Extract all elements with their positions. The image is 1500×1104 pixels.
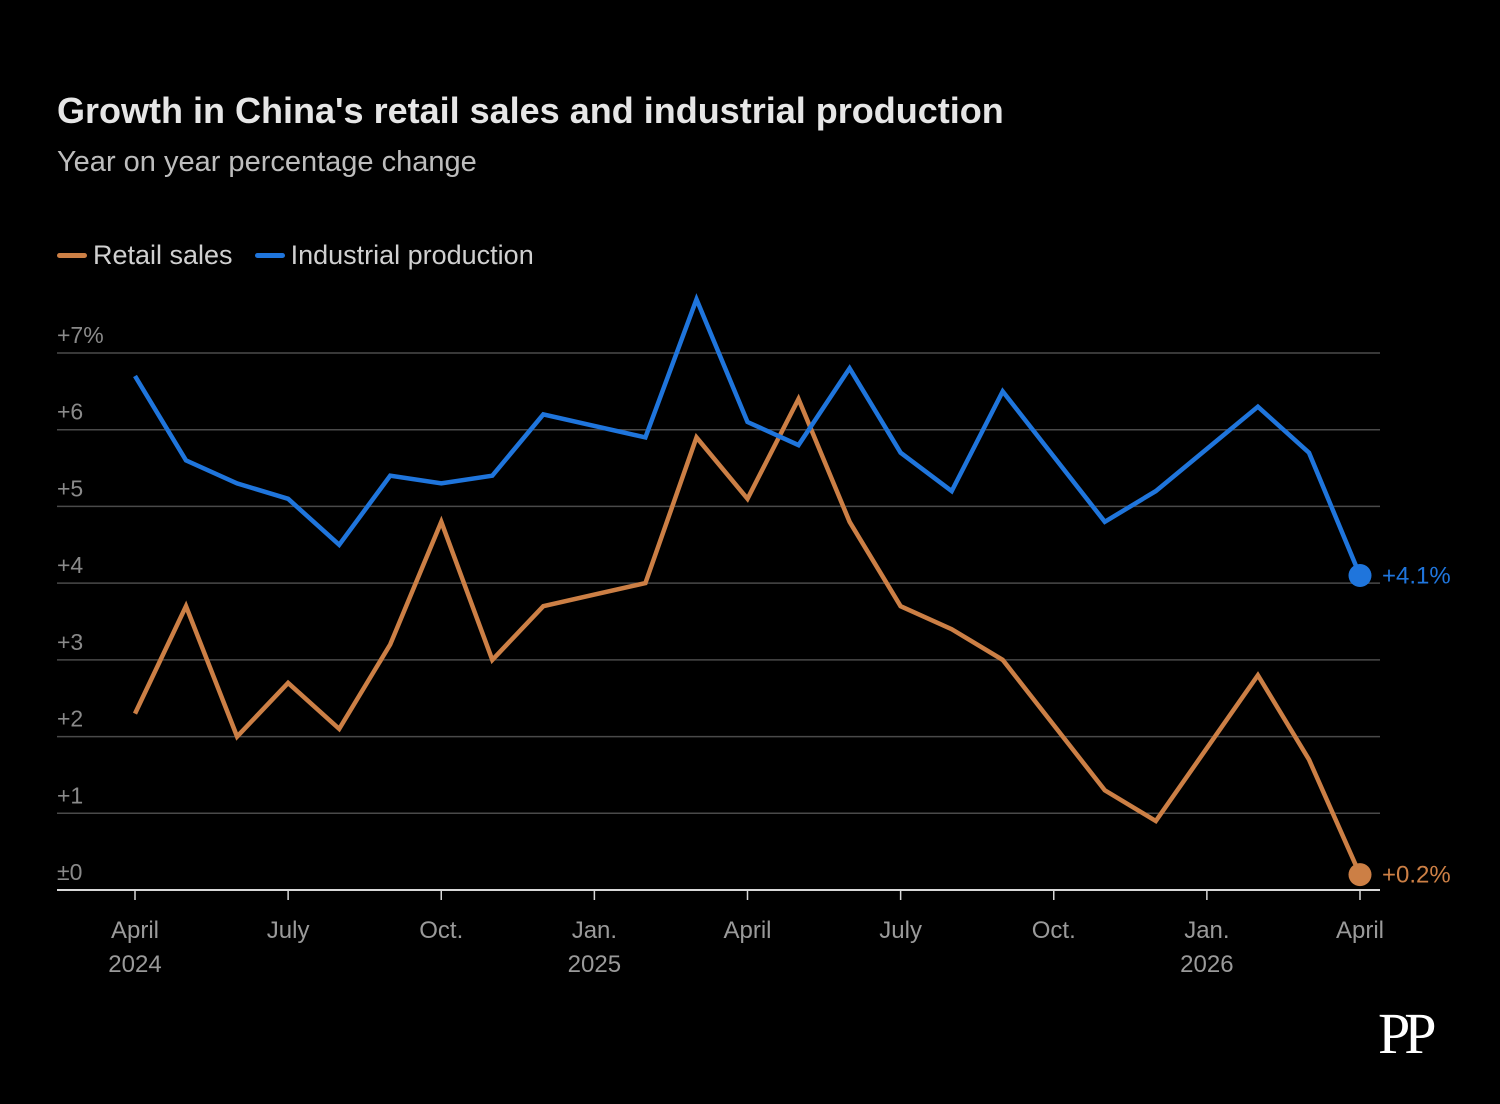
series-line-retail-sales xyxy=(132,393,1363,876)
legend-swatch-retail-sales xyxy=(57,253,87,258)
x-tick-label: April xyxy=(1336,917,1384,944)
y-tick-label: +3 xyxy=(57,629,83,655)
legend-item-industrial-production: Industrial production xyxy=(254,240,534,271)
y-tick-label: ±0 xyxy=(57,859,82,885)
x-tick-year-label: 2024 xyxy=(108,951,161,978)
x-tick-label: Oct. xyxy=(1032,917,1076,944)
x-tick-label: April xyxy=(723,917,771,944)
x-tick-label: Jan. xyxy=(572,917,617,944)
x-tick-label: April xyxy=(111,917,159,944)
y-tick-label: +5 xyxy=(57,475,83,501)
y-tick-label: +1 xyxy=(57,782,83,808)
y-tick-label: +6 xyxy=(57,399,83,425)
legend-label-industrial-production: Industrial production xyxy=(290,240,534,270)
x-tick-label: July xyxy=(879,917,922,944)
legend-swatch-industrial-production xyxy=(254,253,285,258)
legend-item-retail-sales: Retail sales xyxy=(57,240,233,271)
end-label-industrial-production: +4.1% xyxy=(1382,562,1451,589)
chart-subtitle: Year on year percentage change xyxy=(57,146,477,178)
legend-label-retail-sales: Retail sales xyxy=(93,240,233,270)
x-tick-year-label: 2026 xyxy=(1180,951,1233,978)
chart-legend: Retail sales Industrial production xyxy=(57,240,534,271)
y-tick-label: +7% xyxy=(57,322,104,348)
x-tick-label: Jan. xyxy=(1184,917,1229,944)
y-tick-label: +2 xyxy=(57,706,83,732)
x-tick-label: Oct. xyxy=(419,917,463,944)
x-tick-label: July xyxy=(267,917,310,944)
brand-logo: PP xyxy=(1378,1001,1436,1066)
end-label-retail-sales: +0.2% xyxy=(1382,862,1451,889)
chart-title: Growth in China's retail sales and indus… xyxy=(57,90,1004,131)
end-marker-industrial-production xyxy=(1348,563,1372,587)
series-line-industrial-production xyxy=(133,293,1363,577)
y-tick-label: +4 xyxy=(57,552,83,578)
x-tick-year-label: 2025 xyxy=(568,951,621,978)
end-marker-retail-sales xyxy=(1348,863,1372,887)
